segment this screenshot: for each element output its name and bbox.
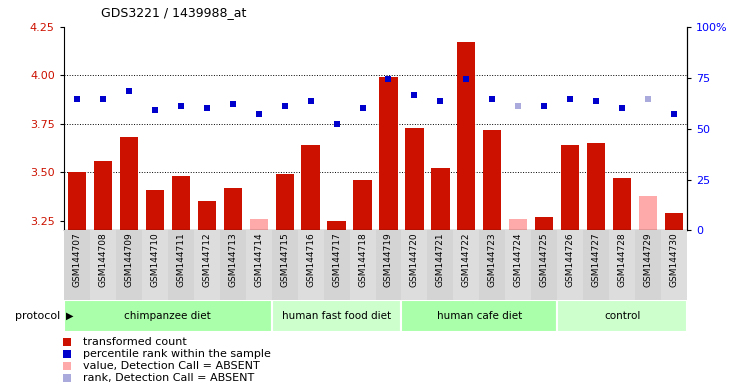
Text: GSM144709: GSM144709 (124, 232, 133, 287)
Bar (146, 190, 164, 230)
Text: GSM144715: GSM144715 (280, 232, 289, 287)
Bar (64, 300, 272, 332)
Text: value, Detection Call = ABSENT: value, Detection Call = ABSENT (83, 361, 259, 371)
Bar (479, 230, 505, 300)
Text: human cafe diet: human cafe diet (437, 311, 522, 321)
Text: transformed count: transformed count (83, 337, 186, 347)
Bar (194, 230, 220, 300)
Bar (249, 219, 267, 230)
Bar (561, 145, 579, 230)
Bar (272, 300, 402, 332)
Bar (119, 137, 138, 230)
Bar (587, 143, 605, 230)
Text: GSM144716: GSM144716 (306, 232, 315, 287)
Text: GSM144718: GSM144718 (358, 232, 367, 287)
Bar (220, 230, 246, 300)
Text: GSM144722: GSM144722 (462, 232, 471, 287)
Bar (246, 230, 272, 300)
Text: GSM144724: GSM144724 (514, 232, 523, 287)
Bar (172, 176, 190, 230)
Bar (354, 180, 372, 230)
Bar (484, 130, 502, 230)
Bar (167, 230, 194, 300)
Bar (613, 178, 632, 230)
Text: GSM144729: GSM144729 (644, 232, 653, 287)
Bar (406, 127, 424, 230)
Bar (665, 213, 683, 230)
Text: GSM144726: GSM144726 (566, 232, 575, 287)
Bar (90, 230, 116, 300)
Text: GSM144728: GSM144728 (618, 232, 627, 287)
Bar (224, 188, 242, 230)
Text: GSM144714: GSM144714 (254, 232, 263, 287)
Text: GSM144719: GSM144719 (384, 232, 393, 287)
Bar (557, 230, 584, 300)
Bar (402, 300, 557, 332)
Bar (509, 219, 527, 230)
Bar (64, 230, 90, 300)
Bar (297, 230, 324, 300)
Bar (535, 217, 553, 230)
Bar (584, 230, 609, 300)
Bar (639, 195, 657, 230)
Text: protocol: protocol (15, 311, 60, 321)
Bar (276, 174, 294, 230)
Text: GSM144711: GSM144711 (176, 232, 185, 287)
Text: GSM144708: GSM144708 (98, 232, 107, 287)
Text: GSM144723: GSM144723 (488, 232, 497, 287)
Bar (635, 230, 661, 300)
Bar (402, 230, 427, 300)
Bar (142, 230, 167, 300)
Text: percentile rank within the sample: percentile rank within the sample (83, 349, 270, 359)
Bar (327, 221, 345, 230)
Bar (349, 230, 376, 300)
Bar (324, 230, 349, 300)
Bar (557, 300, 687, 332)
Text: GSM144721: GSM144721 (436, 232, 445, 287)
Text: GSM144713: GSM144713 (228, 232, 237, 287)
Bar (431, 168, 450, 230)
Text: GSM144712: GSM144712 (202, 232, 211, 287)
Text: GSM144710: GSM144710 (150, 232, 159, 287)
Bar (68, 172, 86, 230)
Text: GSM144727: GSM144727 (592, 232, 601, 287)
Bar (301, 145, 320, 230)
Text: GDS3221 / 1439988_at: GDS3221 / 1439988_at (101, 6, 247, 19)
Bar (457, 42, 475, 230)
Text: control: control (604, 311, 641, 321)
Bar (454, 230, 479, 300)
Bar (532, 230, 557, 300)
Bar (609, 230, 635, 300)
Text: human fast food diet: human fast food diet (282, 311, 391, 321)
Text: GSM144720: GSM144720 (410, 232, 419, 287)
Bar (198, 201, 216, 230)
Bar (94, 161, 112, 230)
Text: GSM144707: GSM144707 (72, 232, 81, 287)
Bar (661, 230, 687, 300)
Text: GSM144730: GSM144730 (670, 232, 679, 287)
Text: chimpanzee diet: chimpanzee diet (125, 311, 211, 321)
Bar (376, 230, 402, 300)
Text: GSM144717: GSM144717 (332, 232, 341, 287)
Bar (116, 230, 142, 300)
Bar (379, 77, 397, 230)
Bar (427, 230, 454, 300)
Text: GSM144725: GSM144725 (540, 232, 549, 287)
Bar (505, 230, 532, 300)
Text: ▶: ▶ (66, 311, 74, 321)
Bar (272, 230, 297, 300)
Text: rank, Detection Call = ABSENT: rank, Detection Call = ABSENT (83, 373, 254, 383)
